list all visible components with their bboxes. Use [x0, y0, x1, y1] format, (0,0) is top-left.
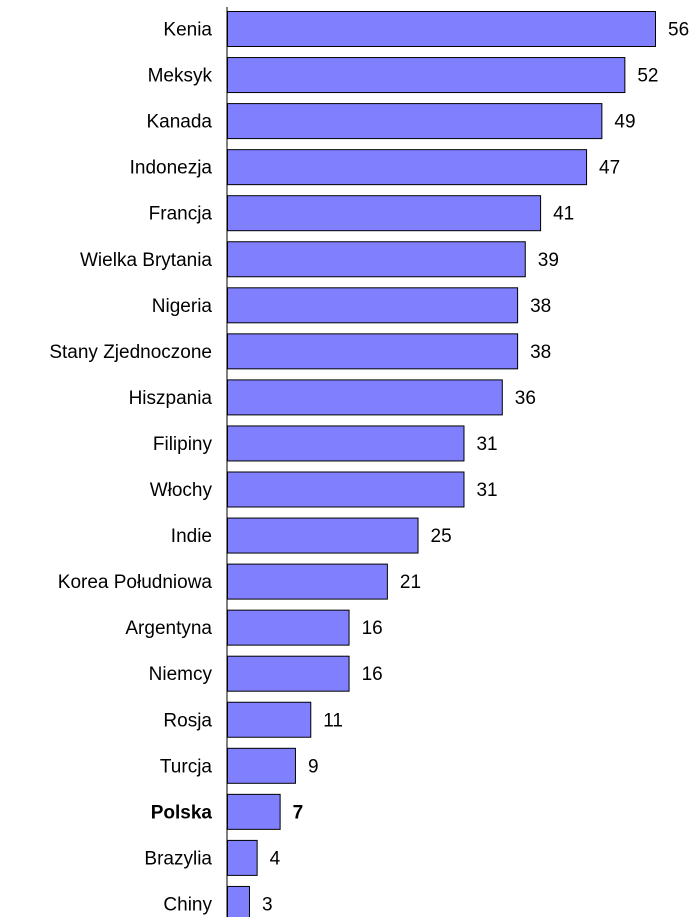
bar-argentyna	[227, 609, 350, 646]
category-label-turcja: Turcja	[160, 756, 213, 777]
category-label-chiny: Chiny	[163, 894, 212, 915]
value-label-meksyk: 52	[637, 66, 658, 87]
bar-filipiny	[227, 425, 465, 462]
value-label-niemcy: 16	[362, 664, 383, 685]
bar-indie	[227, 517, 419, 554]
category-label-filipiny: Filipiny	[153, 434, 213, 455]
value-label-stany-zjednoczone: 38	[530, 342, 551, 363]
bar-polska	[227, 793, 281, 830]
category-label-niemcy: Niemcy	[149, 664, 213, 685]
value-label-francja: 41	[553, 204, 574, 225]
category-label-kenia: Kenia	[163, 20, 212, 41]
category-label-brazylia: Brazylia	[144, 848, 212, 869]
category-label-wlochy: Włochy	[150, 480, 213, 501]
value-label-hiszpania: 36	[515, 388, 536, 409]
value-label-argentyna: 16	[362, 618, 383, 639]
bar-kanada	[227, 103, 603, 140]
category-label-francja: Francja	[149, 204, 213, 225]
bar-brazylia	[227, 839, 258, 876]
bar-chiny	[227, 885, 250, 917]
value-label-polska: 7	[293, 802, 304, 823]
value-label-filipiny: 31	[476, 434, 497, 455]
bar-korea-poludniowa	[227, 563, 388, 600]
bar-hiszpania	[227, 379, 503, 416]
category-label-korea-poludniowa: Korea Południowa	[58, 572, 213, 593]
bar-nigeria	[227, 287, 519, 324]
category-label-polska: Polska	[151, 802, 213, 823]
value-label-kanada: 49	[614, 112, 635, 133]
bar-indonezja	[227, 149, 588, 186]
category-label-wielka-brytania: Wielka Brytania	[80, 250, 212, 271]
bars-layer	[227, 11, 656, 917]
category-label-nigeria: Nigeria	[152, 296, 213, 317]
category-label-rosja: Rosja	[163, 710, 212, 731]
value-label-turcja: 9	[308, 756, 319, 777]
value-label-wielka-brytania: 39	[538, 250, 559, 271]
category-label-indonezja: Indonezja	[130, 158, 213, 179]
bar-wlochy	[227, 471, 465, 508]
category-label-meksyk: Meksyk	[148, 66, 213, 87]
value-label-chiny: 3	[262, 894, 273, 915]
bar-niemcy	[227, 655, 350, 692]
value-label-kenia: 56	[668, 20, 689, 41]
value-label-korea-poludniowa: 21	[400, 572, 421, 593]
bar-meksyk	[227, 57, 626, 94]
value-label-nigeria: 38	[530, 296, 551, 317]
category-label-hiszpania: Hiszpania	[129, 388, 213, 409]
value-label-indonezja: 47	[599, 158, 620, 179]
category-label-indie: Indie	[171, 526, 212, 547]
bar-kenia	[227, 11, 656, 47]
value-label-rosja: 11	[323, 710, 343, 731]
bar-rosja	[227, 701, 312, 738]
value-label-wlochy: 31	[476, 480, 497, 501]
category-label-kanada: Kanada	[146, 112, 212, 133]
category-label-argentyna: Argentyna	[125, 618, 212, 639]
value-label-brazylia: 4	[270, 848, 281, 869]
bar-turcja	[227, 747, 296, 784]
bar-stany-zjednoczone	[227, 333, 519, 370]
value-label-indie: 25	[431, 526, 452, 547]
bar-wielka-brytania	[227, 241, 526, 278]
bar-francja	[227, 195, 542, 232]
category-label-stany-zjednoczone: Stany Zjednoczone	[49, 342, 212, 363]
